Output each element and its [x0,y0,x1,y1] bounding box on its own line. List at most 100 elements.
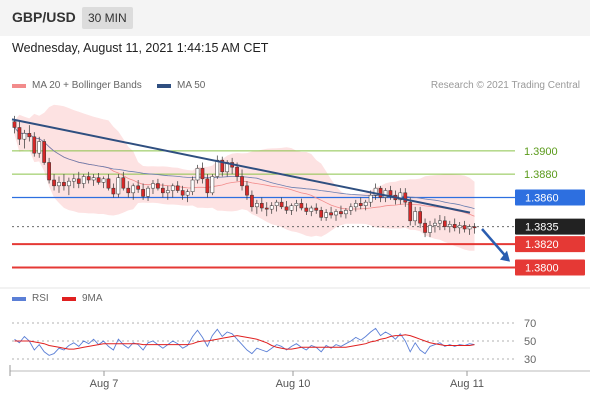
candle [452,224,457,229]
candle [334,211,338,216]
candle [111,187,116,195]
candle [264,207,269,210]
price-tag-bg-4 [515,236,585,253]
candle [294,203,299,206]
candle [57,182,61,187]
price-label-3: 1.3835 [525,222,559,234]
candle [190,179,195,192]
legend-ma20-bollinger: MA 20 + Bollinger Bands [12,80,142,91]
candle [269,205,274,210]
bollinger-band [14,104,475,251]
candle [91,177,96,181]
candle [17,127,22,140]
credit-text: Research © 2021 Trading Central [430,80,580,91]
candle [279,201,284,208]
candle [12,121,17,128]
price-tag-bg-2 [515,189,585,206]
candle [76,178,81,184]
9ma-swatch [62,296,76,301]
candle [314,207,319,211]
candle [71,178,76,182]
candle [185,191,190,196]
candle [126,187,131,194]
timestamp: Wednesday, August 11, 2021 1:44:15 AM CE… [12,41,269,55]
candle [215,159,220,177]
candle [467,226,472,230]
candle [121,177,126,189]
candle [413,211,418,222]
candle [259,203,264,209]
candle [131,185,136,194]
price-tag-bg-3 [515,218,585,235]
legend-label-rsi: RSI [32,293,49,304]
rsi-tick-label-1: 50 [524,336,536,348]
candle [408,201,413,222]
candle [255,203,259,208]
candle [136,185,140,190]
candle [442,220,447,227]
rsi-tick-label-2: 30 [524,354,536,366]
candle [353,203,358,208]
timeframe-badge[interactable]: 30 MIN [82,7,133,29]
candle [349,206,353,211]
legend-label-9ma: 9MA [82,293,103,304]
candle [220,159,225,173]
candle [67,180,71,187]
candle [403,192,408,203]
rsi-line [14,327,475,356]
candle [205,178,210,194]
price-label-2: 1.3860 [525,193,559,205]
candle [47,162,51,181]
candle [358,203,363,206]
candle [32,136,37,154]
rsi-tick-label-0: 70 [524,318,536,330]
candle [27,133,32,138]
price-label-5: 1.3800 [525,263,559,275]
candle [319,210,324,218]
candle [195,168,200,181]
candle [447,224,452,227]
candle [156,183,160,189]
candle [388,190,393,196]
candle [383,190,388,198]
x-tick-label-0: Aug 7 [90,378,119,390]
candle [250,194,254,208]
trendline [11,118,471,214]
x-tick-label-1: Aug 10 [276,378,311,390]
legend-label-ma50: MA 50 [177,80,206,91]
candle [240,176,244,187]
candle [438,220,442,224]
candle [101,178,106,183]
9ma-line [14,334,475,350]
legend-label-ma20: MA 20 + Bollinger Bands [32,80,142,91]
candle [324,212,328,218]
candle [161,187,165,194]
rsi-swatch [12,296,26,301]
legend-ma50: MA 50 [157,80,205,91]
candle [363,201,368,206]
price-label-0: 1.3900 [524,146,558,158]
candle [37,141,42,154]
candle [22,133,27,140]
candle [96,177,101,183]
candle [274,201,279,206]
candle [339,211,343,215]
candle [210,176,215,194]
candle [398,192,403,201]
price-label-1: 1.3880 [524,169,558,181]
candle [106,178,111,189]
candle [151,183,155,189]
candle [472,226,477,229]
ma20-swatch [12,83,26,88]
candle [329,212,333,216]
candle [418,211,422,224]
candle [42,141,47,163]
header-bar: GBP/USD 30 MIN [0,0,590,36]
candle [344,210,348,215]
candle [289,205,294,211]
candle [245,185,249,196]
candle [170,185,175,191]
candle [423,222,427,233]
candle [116,177,121,195]
